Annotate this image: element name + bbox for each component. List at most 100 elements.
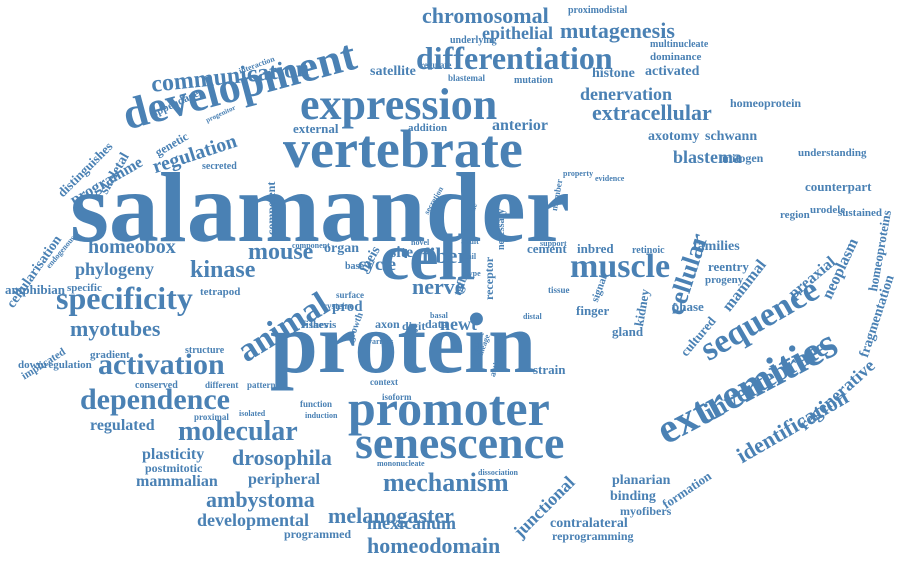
word: induction bbox=[305, 411, 338, 420]
word: molecular bbox=[178, 416, 298, 447]
word: developmental bbox=[197, 510, 309, 530]
word: histone bbox=[592, 66, 635, 81]
word: regulate bbox=[420, 60, 452, 70]
word: cycle bbox=[358, 254, 396, 274]
word: laevis bbox=[310, 319, 337, 331]
word: underlying bbox=[450, 35, 497, 46]
word: urodele bbox=[810, 204, 846, 216]
word: distal bbox=[523, 312, 542, 321]
word: anterior bbox=[492, 117, 548, 134]
word: function bbox=[300, 399, 333, 409]
word: site bbox=[390, 244, 414, 261]
word: homeodomain bbox=[367, 533, 501, 558]
word: families bbox=[693, 239, 740, 254]
word: basal bbox=[430, 311, 448, 320]
word: homeobox bbox=[88, 236, 176, 258]
word: organ bbox=[324, 241, 359, 256]
word: type bbox=[466, 269, 481, 278]
word: programmed bbox=[284, 527, 352, 541]
word: data bbox=[425, 317, 448, 331]
word: fishes bbox=[302, 319, 329, 331]
word: reentry bbox=[708, 259, 749, 274]
word: planarian bbox=[612, 473, 671, 488]
word: mammalian bbox=[136, 473, 218, 490]
word: multinucleate bbox=[650, 39, 709, 50]
word: retinoic bbox=[632, 245, 665, 256]
word: proximodistal bbox=[568, 5, 628, 16]
word: reprogramming bbox=[552, 529, 634, 543]
word: vertebrate bbox=[283, 119, 523, 179]
word: newt bbox=[440, 314, 477, 334]
word: competent bbox=[264, 181, 278, 235]
word: peripheral bbox=[248, 471, 320, 488]
word: tetrapod bbox=[200, 286, 241, 298]
word: blastema bbox=[673, 147, 742, 167]
word: sustained bbox=[838, 207, 883, 219]
word: myofibers bbox=[620, 504, 672, 518]
word: mutation bbox=[514, 75, 553, 86]
word: homeoprotein bbox=[730, 96, 802, 110]
word: gland bbox=[612, 324, 644, 339]
word: salamander bbox=[70, 152, 570, 263]
word: tail bbox=[465, 252, 477, 261]
word: tissue bbox=[548, 285, 570, 295]
word: mexicanum bbox=[367, 513, 456, 533]
word: activation bbox=[98, 348, 225, 381]
word: proximal bbox=[194, 412, 229, 422]
word: base bbox=[345, 261, 364, 272]
word: kinase bbox=[190, 257, 256, 283]
word: phase bbox=[672, 299, 704, 314]
word: various bbox=[368, 337, 394, 346]
word: amphibian bbox=[5, 282, 65, 297]
word: phylogeny bbox=[75, 259, 155, 279]
word: structure bbox=[185, 345, 225, 356]
word: cell bbox=[380, 221, 476, 294]
word: expression bbox=[300, 80, 498, 129]
word: senescence bbox=[355, 417, 565, 468]
word: nerve bbox=[412, 274, 465, 299]
word: counterpart bbox=[805, 179, 872, 194]
word: ambystoma bbox=[206, 487, 315, 512]
word: cysteine bbox=[323, 301, 354, 311]
word: drosophila bbox=[232, 445, 332, 470]
word: protein bbox=[270, 295, 536, 391]
word: regulated bbox=[90, 417, 155, 434]
word: understanding bbox=[798, 147, 867, 159]
word: postmitotic bbox=[145, 461, 203, 475]
word: melanogaster bbox=[328, 503, 454, 528]
word: blastemal bbox=[448, 73, 485, 83]
word: addition bbox=[408, 122, 448, 134]
word: dependence bbox=[80, 383, 230, 416]
word: progeny bbox=[705, 274, 744, 286]
word: conserved bbox=[135, 380, 178, 391]
word: finger bbox=[576, 303, 610, 318]
word: secreted bbox=[202, 161, 237, 172]
word: axotomy bbox=[648, 129, 700, 144]
word: support bbox=[540, 239, 567, 248]
word: dissociation bbox=[478, 468, 519, 477]
word: novel bbox=[411, 238, 430, 247]
word: prod bbox=[332, 299, 363, 315]
word: contralateral bbox=[550, 516, 628, 531]
word: specific bbox=[67, 282, 102, 294]
word: gradient bbox=[90, 349, 130, 361]
word: satellite bbox=[370, 64, 416, 79]
word: axon bbox=[375, 317, 400, 331]
word: mechanism bbox=[383, 468, 509, 497]
word: mitogen bbox=[722, 151, 764, 165]
word: inbred bbox=[577, 241, 614, 256]
word: context bbox=[370, 377, 398, 387]
word: isolated bbox=[239, 409, 266, 418]
word: fiber bbox=[422, 243, 468, 268]
word: receptor bbox=[482, 256, 496, 300]
word: surface bbox=[336, 290, 364, 300]
word: kidney bbox=[631, 287, 653, 328]
word: muscle bbox=[570, 248, 671, 285]
word: region bbox=[780, 209, 810, 221]
word: downregulation bbox=[18, 359, 92, 371]
word: necessary bbox=[496, 208, 507, 250]
word: binding bbox=[610, 489, 656, 504]
word: strain bbox=[533, 362, 566, 377]
word: mutagenesis bbox=[560, 18, 675, 43]
